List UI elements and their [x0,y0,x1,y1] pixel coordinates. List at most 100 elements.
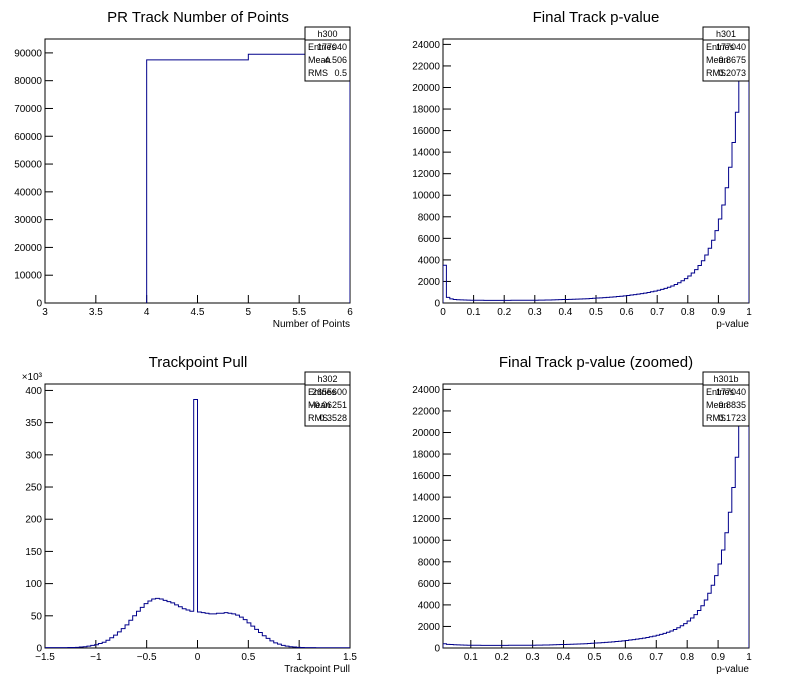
histogram-bin [224,613,228,648]
histogram-bin [660,634,663,648]
y-tick-label: 50000 [14,160,42,171]
histogram-bin [729,167,732,303]
histogram-bin [446,297,449,303]
y-tick-label: 8000 [418,212,441,223]
histogram-bin [167,602,171,648]
histogram-bin [175,605,179,648]
histogram-bin [666,632,669,648]
y-tick-label: 16000 [412,126,440,137]
y-tick-label: 0 [434,644,440,655]
y-tick-label: 60000 [14,132,42,143]
histogram-bin [627,295,630,303]
histogram-bin [640,294,643,303]
histogram-bin [565,299,568,303]
histogram-bin [712,240,715,303]
y-tick-label: 250 [25,483,42,494]
histogram-bin [159,599,163,648]
histogram-bin [450,645,453,648]
x-tick-label: 0.2 [495,652,509,663]
histogram-bin [262,636,266,648]
x-tick-label: 4 [144,307,150,318]
histogram-bin [102,642,106,648]
histogram-bin [278,644,282,648]
histogram-bin [198,612,202,648]
x-tick-label: 0.8 [680,652,694,663]
y-multiplier-label: ×10³ [22,372,43,383]
histogram-bin [603,298,606,303]
histogram-bin [622,641,625,648]
histogram-bin [562,300,565,303]
x-axis-label: p-value [716,319,749,330]
histogram-bin [606,297,609,303]
y-tick-label: 10000 [412,191,440,202]
x-tick-label: 4.5 [191,307,205,318]
histogram-bin [654,291,657,303]
histogram-bin [618,641,621,648]
histogram-bin [647,292,650,303]
chart-title: PR Track Number of Points [107,9,289,26]
histogram-bin [596,298,599,303]
x-tick-label: 5 [246,307,252,318]
histogram-bin [681,281,684,303]
histogram-bin [453,300,456,303]
histogram-bin [615,642,618,648]
histogram-bin [446,644,449,648]
histogram-bin [718,564,721,648]
histogram-bin [125,625,129,648]
x-tick-label: −0.5 [137,652,157,663]
histogram-bin [205,613,209,648]
stats-row-value: 2655600 [312,387,347,397]
y-tick-label: 12000 [412,514,440,525]
histogram-bin [704,600,707,648]
y-tick-label: 90000 [14,48,42,59]
y-tick-label: 6000 [418,234,441,245]
histogram-bin [251,626,255,648]
histogram-bin [664,288,667,303]
histogram-bin [725,533,728,648]
histogram-bin [140,607,144,648]
histogram-bin [649,637,652,648]
stats-row-value: 177040 [317,42,347,52]
x-tick-label: 0.8 [681,307,695,318]
x-tick-label: 5.5 [292,307,306,318]
histogram-bin [274,643,278,648]
histogram-bin [147,60,249,303]
histogram-bin [646,637,649,648]
stats-box-name: h300 [317,29,337,39]
histogram-bin [725,188,728,303]
stats-row-value: 0.1723 [718,413,746,423]
histogram-bin [715,576,718,648]
x-tick-label: 0.5 [589,307,603,318]
y-tick-label: 400 [25,386,42,397]
x-tick-label: 0.5 [241,652,255,663]
histogram-bin [599,298,602,303]
y-tick-label: 350 [25,418,42,429]
histogram-bin [572,299,575,303]
y-tick-label: 24000 [412,385,440,396]
histogram-bin [610,297,613,303]
histogram-bin [450,299,453,303]
histogram-bin [721,550,724,648]
histogram-bin [560,645,563,648]
histogram-bin [236,615,240,648]
histogram-bin [182,609,186,648]
chart-title: Final Track p-value [533,9,660,26]
y-tick-label: 14000 [412,148,440,159]
histogram-bin [443,265,446,303]
stats-row-value: 0.8675 [718,55,746,65]
y-tick-label: 100 [25,579,42,590]
x-tick-label: 0.7 [650,307,664,318]
stats-row-value: 4.506 [324,55,347,65]
histogram-bin [735,457,738,648]
histogram-bin [688,276,691,303]
histogram-bin [711,585,714,648]
histogram-bin [156,598,160,648]
plot-frame [45,39,350,303]
histogram-bin [732,487,735,648]
histogram-outline [45,399,350,648]
x-tick-label: 0.9 [711,307,725,318]
y-tick-label: 24000 [412,40,440,51]
histogram-bin [661,289,664,303]
y-tick-label: 20000 [412,83,440,94]
